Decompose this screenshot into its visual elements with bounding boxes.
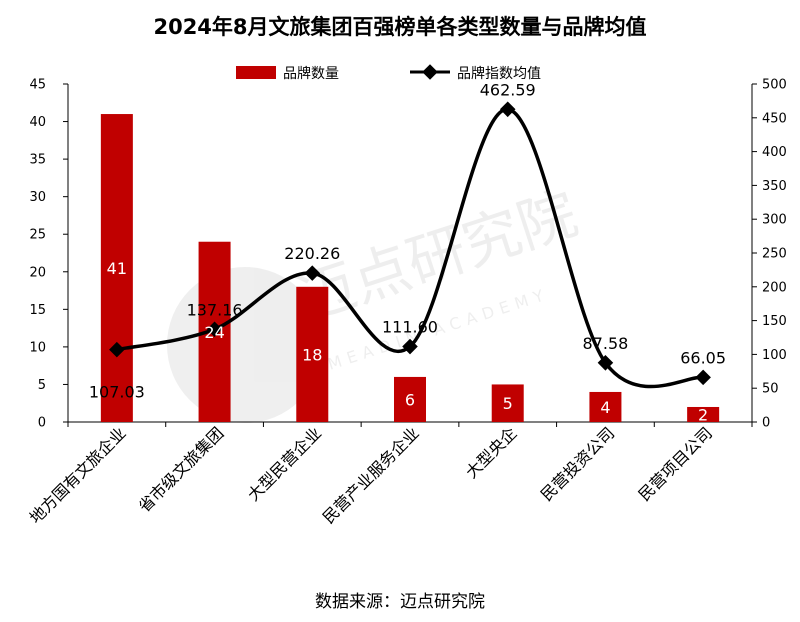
category-labels: 地方国有文旅企业 省市级文旅集团 大型民营企业民营产业服务企业 大型央企 民营投资公司民… <box>26 423 716 527</box>
bar <box>589 391 622 422</box>
line-value-label: 220.26 <box>284 244 340 263</box>
y-right-tick-label: 150 <box>762 314 787 329</box>
bar <box>296 286 329 422</box>
y-left-tick-label: 25 <box>29 228 46 243</box>
y-left-tick-label: 0 <box>38 416 46 431</box>
line-value-label: 137.16 <box>187 300 243 319</box>
y-right-tick-label: 100 <box>762 348 787 363</box>
y-right-tick-label: 350 <box>762 179 787 194</box>
y-left-tick-label: 20 <box>29 265 46 280</box>
line-marker <box>206 321 223 338</box>
x-category-label: 民营产业服务企业 <box>319 423 423 527</box>
line-value-label: 107.03 <box>89 383 145 402</box>
line-value-label: 87.58 <box>583 334 629 353</box>
y-left-tick-label: 35 <box>29 153 46 168</box>
bar <box>491 384 524 422</box>
x-category-label: 大型民营企业 <box>244 423 325 504</box>
y-right-tick-label: 400 <box>762 145 787 160</box>
line-marker <box>499 101 516 118</box>
bar <box>100 114 133 423</box>
bar-value-label: 2 <box>698 405 708 424</box>
bar <box>687 406 720 422</box>
line-marker <box>695 369 711 386</box>
y-right-tick-label: 0 <box>762 416 770 431</box>
bar <box>394 376 426 422</box>
line-value-label: 462.59 <box>480 80 536 99</box>
y-right-tick-label: 250 <box>762 247 787 262</box>
y-right-tick-label: 200 <box>762 280 787 295</box>
legend-swatch-bars <box>236 66 276 79</box>
y-right-tick-label: 450 <box>762 111 787 126</box>
bar-value-label: 6 <box>405 390 415 409</box>
x-category-label: 民营投资公司 <box>537 423 618 504</box>
bar-value-label: 24 <box>204 323 224 342</box>
y-left-tick-label: 5 <box>38 378 46 393</box>
source-note: 数据来源：迈点研究院 <box>315 592 485 612</box>
bar-value-label: 4 <box>600 398 610 417</box>
axes: 0510152025303540450501001502002503003504… <box>29 78 786 431</box>
bar-value-label: 18 <box>302 345 322 364</box>
legend-marker-line <box>422 64 438 80</box>
y-left-tick-label: 45 <box>29 78 46 93</box>
y-left-tick-label: 30 <box>29 190 46 205</box>
chart-title: 2024年8月文旅集团百强榜单各类型数量与品牌均值 <box>153 15 646 39</box>
x-category-label: 大型央企 <box>462 423 521 482</box>
x-category-label: 民营项目公司 <box>635 423 716 504</box>
line-value-label: 66.05 <box>680 348 726 367</box>
y-left-tick-label: 10 <box>29 340 46 355</box>
y-right-tick-label: 300 <box>762 213 787 228</box>
x-category-label: 地方国有文旅企业 <box>26 423 130 527</box>
data-labels: 41 24 18 6 5 4 2 107.03 137.16 220.26 111.60 462.59… <box>89 80 726 424</box>
bar-value-label: 5 <box>503 394 513 413</box>
line-path <box>116 107 704 389</box>
y-left-tick-label: 15 <box>29 303 46 318</box>
y-left-tick-label: 40 <box>29 115 46 130</box>
y-right-tick-label: 50 <box>762 382 779 397</box>
y-right-tick-label: 500 <box>762 78 787 93</box>
bar-value-label: 41 <box>107 259 127 278</box>
legend-label-line: 品牌指数均值 <box>457 65 541 82</box>
x-category-label: 省市级文旅集团 <box>135 423 228 516</box>
line-value-label: 111.60 <box>382 318 438 337</box>
legend-label-bars: 品牌数量 <box>283 65 339 82</box>
